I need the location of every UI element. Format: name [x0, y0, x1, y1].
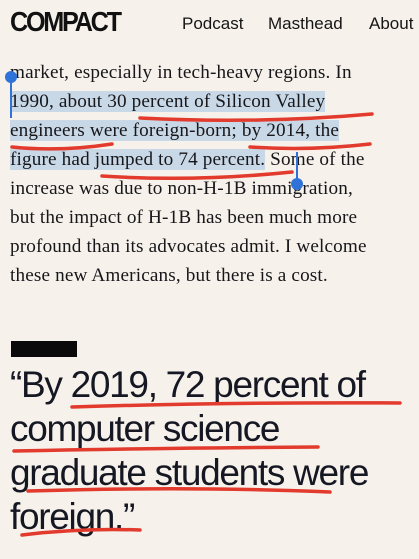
article-line: 1990, about 30 percent of Silicon Valley — [10, 87, 415, 116]
nav-about[interactable]: About — [369, 14, 414, 33]
pullquote: “By 2019, 72 percent of computer science… — [10, 363, 415, 539]
article-line: but the impact of H-1B has been much mor… — [10, 207, 358, 228]
site-logo[interactable]: COMPACT — [10, 6, 122, 37]
pullquote-line: “By 2019, 72 percent of — [10, 364, 366, 405]
site-header: COMPACT Podcast Masthead About — [0, 0, 419, 48]
pullquote-line: graduate students were — [10, 452, 369, 493]
selection-start-caret — [10, 78, 12, 118]
selection-start-handle[interactable] — [5, 71, 17, 83]
pullquote-bar — [11, 341, 77, 357]
selected-text[interactable]: engineers were foreign-born; by 2014, th… — [10, 120, 340, 141]
nav-podcast[interactable]: Podcast — [182, 14, 244, 33]
article-body: market, especially in tech-heavy regions… — [10, 58, 415, 290]
article-line: increase was due to non-H-1B immigration… — [10, 178, 353, 199]
selection-end-handle[interactable] — [291, 178, 303, 190]
article-line: profound than its advocates admit. I wel… — [10, 236, 367, 257]
pullquote-line: computer science — [10, 408, 280, 449]
selected-text[interactable]: figure had jumped to 74 percent. — [10, 149, 266, 170]
article-line: engineers were foreign-born; by 2014, th… — [10, 116, 415, 145]
article-line: these new Americans, but there is a cost… — [10, 265, 328, 286]
selected-text[interactable]: 1990, about 30 percent of Silicon Valley — [10, 91, 326, 112]
pullquote-line: foreign.” — [10, 496, 135, 537]
article-line: figure had jumped to 74 percent. Some of… — [10, 145, 415, 174]
article-text: Some of the — [265, 149, 365, 170]
selection-end-caret — [296, 152, 298, 182]
nav-masthead[interactable]: Masthead — [268, 14, 343, 33]
article-line: market, especially in tech-heavy regions… — [10, 62, 352, 83]
